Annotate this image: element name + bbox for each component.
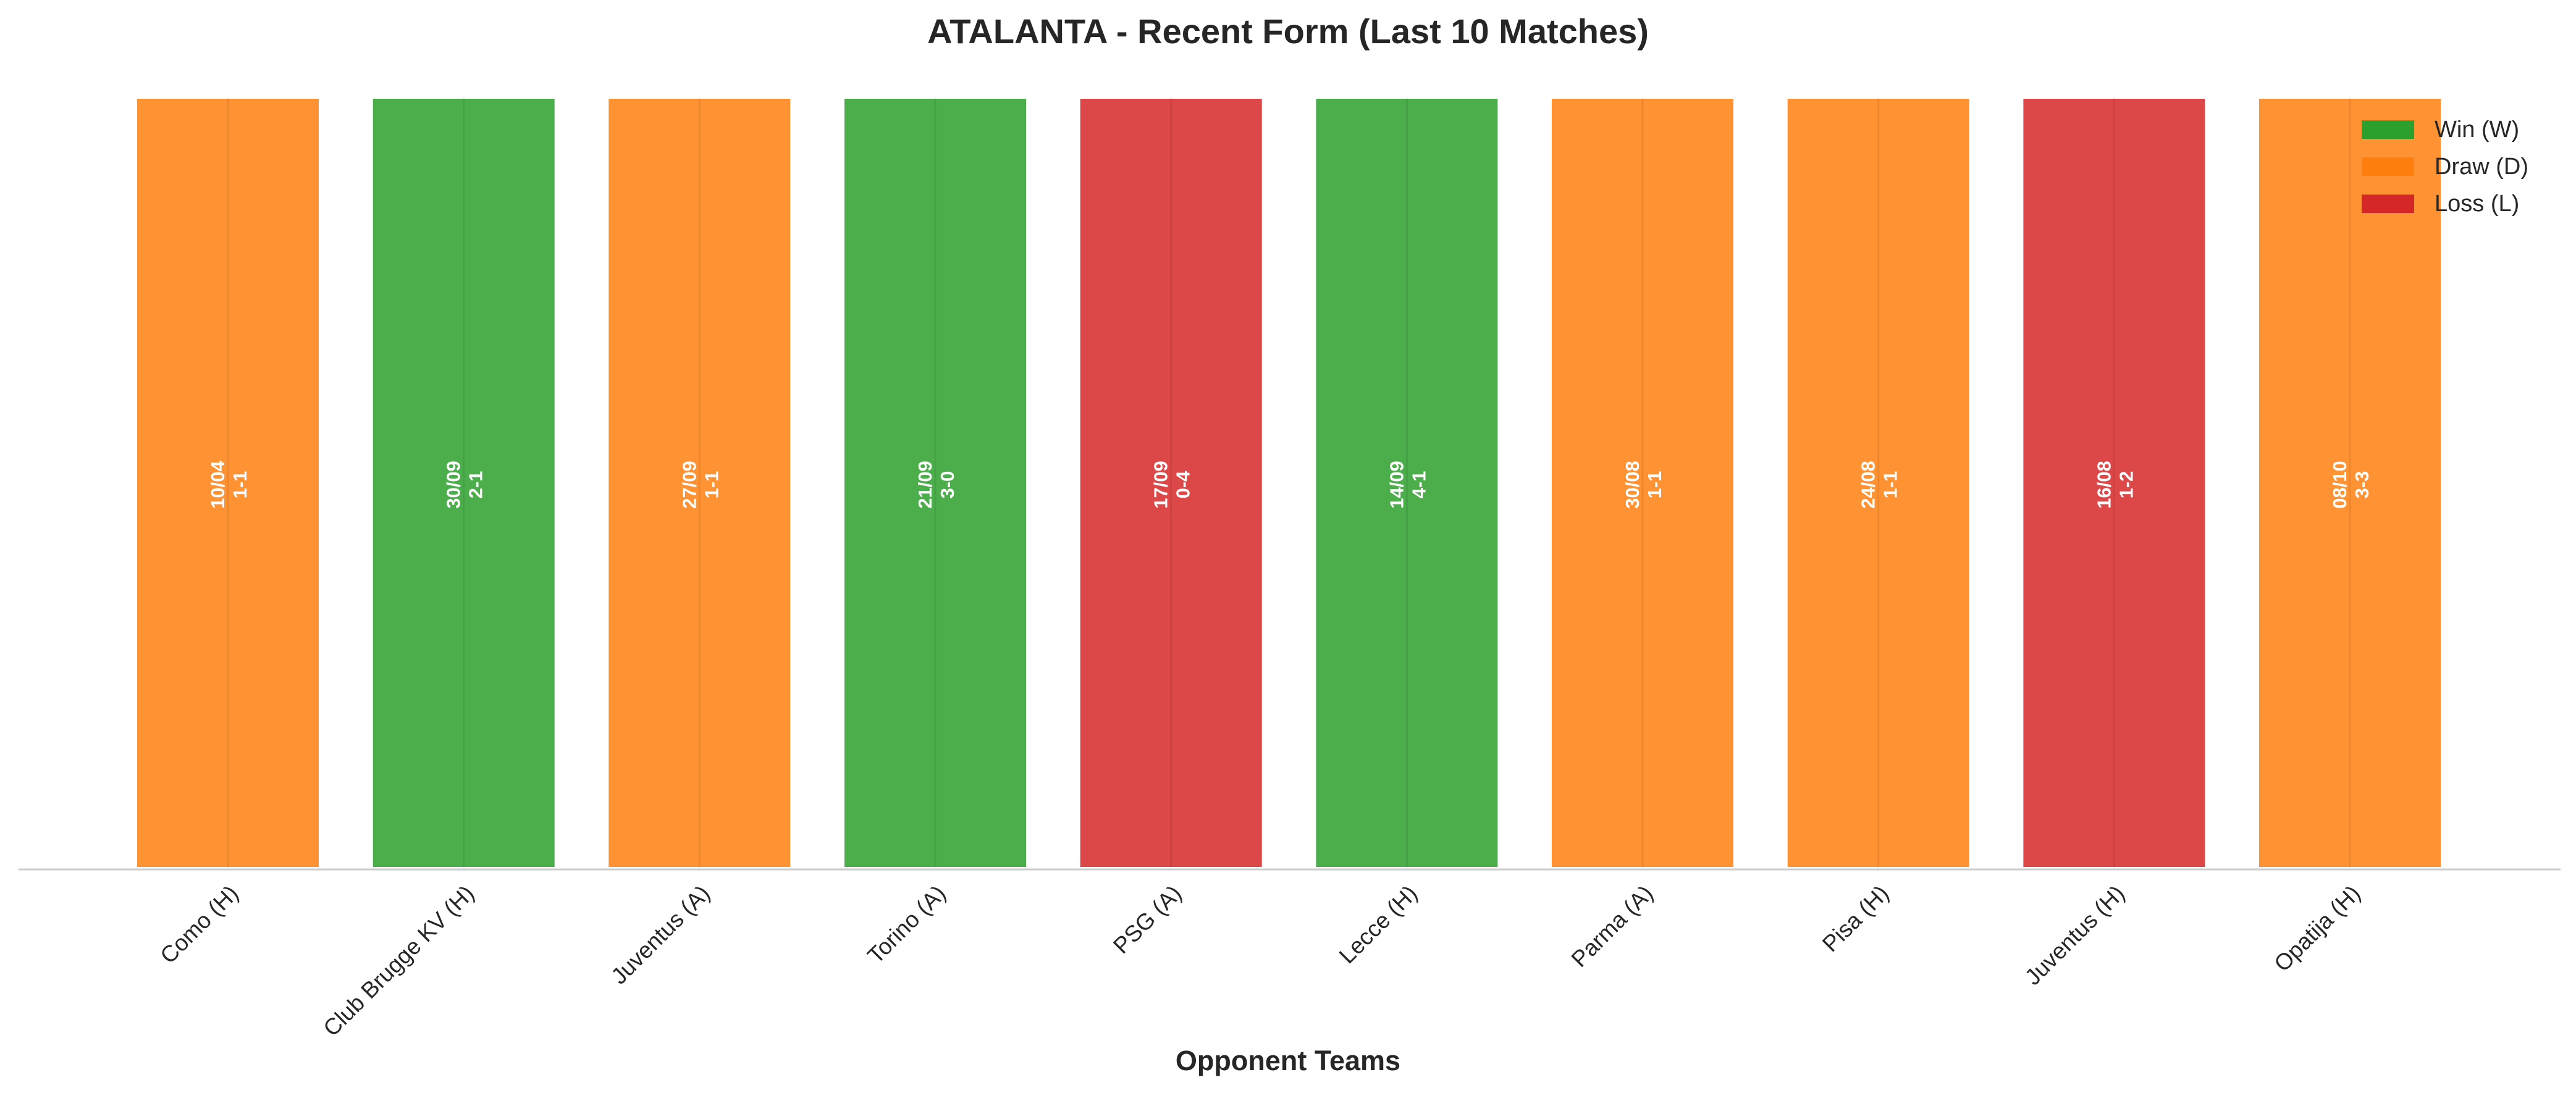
bar-label-5: 17/090-4: [1150, 461, 1194, 509]
bar-label-7: 30/081-1: [1622, 461, 1665, 509]
legend-swatch-d: [2362, 157, 2414, 176]
match-score: 3-0: [937, 471, 958, 499]
x-tick-label-7: Parma (A): [1567, 881, 1658, 972]
match-score: 3-3: [2351, 471, 2373, 499]
match-date: 14/09: [1386, 461, 1407, 509]
match-date: 08/10: [2329, 461, 2351, 509]
x-tick-label-5: PSG (A): [1108, 881, 1186, 958]
legend-label-d: Draw (D): [2435, 154, 2528, 180]
legend-swatch-w: [2362, 120, 2414, 139]
bar-6: [1313, 96, 1501, 869]
x-tick-label-1: Como (H): [155, 881, 243, 968]
bar-label-1: 10/041-1: [207, 460, 251, 508]
match-date: 17/09: [1150, 461, 1172, 509]
match-date: 21/09: [914, 461, 936, 509]
x-tick-label-6: Lecce (H): [1334, 881, 1422, 968]
legend-label-l: Loss (L): [2435, 191, 2519, 217]
x-tick-label-2: Club Brugge KV (H): [318, 881, 479, 1041]
x-tick-label-10: Opatija (H): [2269, 881, 2365, 976]
bar-label-6: 14/094-1: [1386, 461, 1429, 509]
bar-7: [1549, 96, 1736, 869]
match-score: 4-1: [1408, 471, 1429, 499]
bar-9: [2021, 96, 2208, 869]
chart-title: ATALANTA - Recent Form (Last 10 Matches): [927, 12, 1649, 51]
match-date: 27/09: [678, 461, 700, 509]
match-score: 1-1: [701, 471, 722, 499]
match-date: 30/09: [443, 461, 465, 509]
bar-label-2: 30/092-1: [443, 461, 487, 509]
bar-label-9: 16/081-2: [2093, 461, 2137, 509]
bar-4: [842, 96, 1029, 869]
match-date: 10/04: [207, 460, 229, 508]
x-tick-labels: Como (H) Club Brugge KV (H) Juventus (A) To…: [155, 881, 2365, 1041]
match-score: 1-2: [2115, 471, 2137, 499]
legend-label-w: Win (W): [2435, 117, 2519, 143]
bar-8: [1785, 96, 1972, 869]
bar-3: [606, 96, 793, 869]
x-tick-label-8: Pisa (H): [1817, 881, 1893, 957]
legend: Win (W) Draw (D) Loss (L): [2362, 117, 2528, 217]
x-tick-label-4: Torino (A): [862, 881, 950, 968]
bar-label-8: 24/081-1: [1858, 461, 1901, 509]
match-date: 16/08: [2093, 461, 2115, 509]
match-date: 30/08: [1622, 461, 1643, 509]
x-axis-label: Opponent Teams: [1176, 1045, 1400, 1076]
match-score: 1-1: [229, 471, 251, 499]
legend-swatch-l: [2362, 195, 2414, 213]
bar-label-10: 08/103-3: [2329, 461, 2373, 509]
bar-1: [135, 96, 321, 869]
match-date: 24/08: [1858, 461, 1879, 509]
bar-labels-layer: 10/041-1 30/092-1 27/091-1 21/093-0 17/090-4…: [207, 460, 2373, 508]
bar-2: [370, 96, 557, 869]
match-score: 2-1: [465, 471, 487, 499]
match-score: 1-1: [1880, 471, 1901, 499]
match-score: 0-4: [1172, 471, 1194, 499]
x-tick-label-3: Juventus (A): [606, 881, 715, 989]
x-tick-label-9: Juventus (H): [2020, 881, 2129, 990]
bar-label-3: 27/091-1: [678, 461, 722, 509]
bar-label-4: 21/093-0: [914, 461, 958, 509]
bar-5: [1077, 96, 1265, 869]
bar-10: [2257, 96, 2443, 869]
match-score: 1-1: [1644, 471, 1665, 499]
bars-layer: [135, 96, 2443, 869]
